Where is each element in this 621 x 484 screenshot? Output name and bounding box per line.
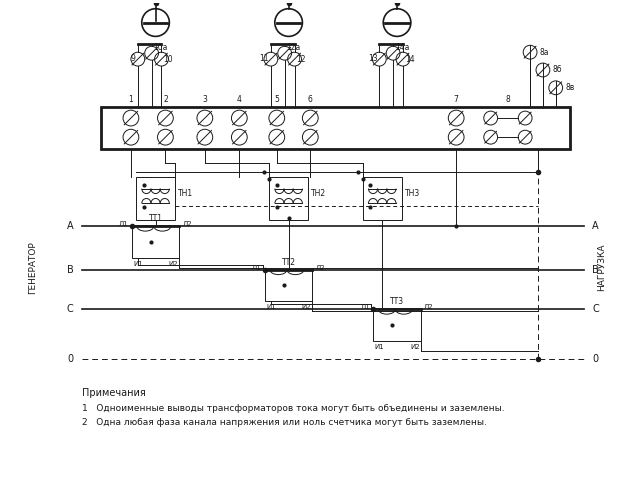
Text: 0: 0	[592, 354, 598, 363]
Text: A: A	[67, 221, 74, 231]
Text: 5: 5	[274, 94, 279, 104]
Text: B: B	[592, 265, 599, 275]
Text: Примечания: Примечания	[81, 388, 145, 398]
Text: ГЕНЕРАТОР: ГЕНЕРАТОР	[28, 242, 37, 294]
Text: 11: 11	[260, 54, 269, 62]
Text: Л1: Л1	[361, 304, 370, 310]
Text: C: C	[67, 304, 74, 314]
Text: 0: 0	[68, 354, 74, 363]
Text: 8а: 8а	[540, 48, 550, 57]
Text: 2   Одна любая фаза канала напряжения или ноль счетчика могут быть заземлены.: 2 Одна любая фаза канала напряжения или …	[81, 418, 486, 427]
Text: 12: 12	[296, 55, 306, 63]
Text: 8б: 8б	[553, 65, 562, 75]
Bar	[373, 309, 420, 341]
Text: 8: 8	[505, 94, 510, 104]
Text: НАГРУЗКА: НАГРУЗКА	[597, 244, 607, 291]
Text: ТТ3: ТТ3	[390, 297, 404, 306]
Text: И1: И1	[374, 344, 384, 350]
Text: ТТ1: ТТ1	[148, 214, 163, 223]
Text: И2: И2	[410, 344, 420, 350]
Text: Л1: Л1	[119, 221, 129, 227]
Text: A: A	[592, 221, 599, 231]
Text: C: C	[592, 304, 599, 314]
Text: 6: 6	[308, 94, 313, 104]
Text: 1: 1	[129, 94, 134, 104]
Text: 12а: 12а	[287, 43, 301, 52]
Text: Л2: Л2	[315, 265, 325, 271]
Bar	[132, 226, 179, 258]
Text: 14а: 14а	[395, 43, 409, 52]
Text: И2: И2	[168, 261, 178, 267]
Text: 8в: 8в	[566, 83, 575, 92]
Bar	[101, 106, 569, 149]
Text: B: B	[67, 265, 74, 275]
Text: ТН3: ТН3	[405, 189, 420, 198]
Bar	[265, 270, 312, 302]
Text: И2: И2	[302, 304, 311, 310]
Text: Л2: Л2	[424, 304, 433, 310]
Text: 3: 3	[202, 94, 207, 104]
Text: 1   Одноименные выводы трансформаторов тока могут быть объединены и заземлены.: 1 Одноименные выводы трансформаторов ток…	[81, 404, 504, 413]
Text: 13: 13	[368, 54, 378, 62]
Bar	[136, 177, 175, 220]
Text: Л1: Л1	[252, 265, 262, 271]
Text: ТН1: ТН1	[178, 189, 193, 198]
Text: 14: 14	[405, 55, 415, 63]
Text: 10а: 10а	[153, 43, 168, 52]
Bar	[269, 177, 309, 220]
Text: И1: И1	[133, 261, 143, 267]
Text: ТН2: ТН2	[311, 189, 327, 198]
Text: 10: 10	[163, 55, 173, 63]
Text: 4: 4	[237, 94, 242, 104]
Text: ТТ2: ТТ2	[281, 257, 296, 267]
Text: И1: И1	[266, 304, 276, 310]
Text: 9: 9	[131, 54, 136, 62]
Bar	[363, 177, 402, 220]
Text: 7: 7	[454, 94, 459, 104]
Text: Л2: Л2	[183, 221, 192, 227]
Text: 2: 2	[163, 94, 168, 104]
